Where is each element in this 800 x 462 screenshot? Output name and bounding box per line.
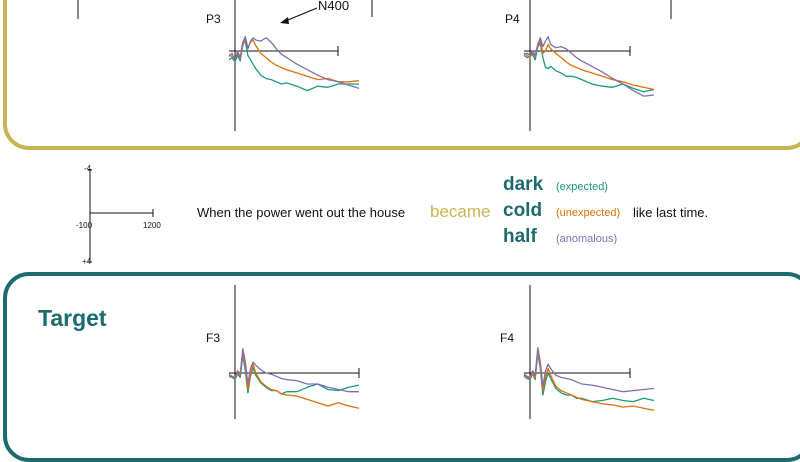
electrode-label-f4: F4	[500, 331, 515, 345]
series-expected-f4	[523, 352, 655, 403]
series-anomalous-f4	[523, 347, 655, 393]
condition-expected: (expected)	[556, 181, 608, 193]
series-anomalous-f3	[228, 348, 359, 393]
erp-plot-p4	[523, 0, 655, 131]
n400-arrowhead	[280, 17, 289, 24]
series-unexpected-p3	[228, 37, 360, 83]
sentence-suffix: like last time.	[633, 205, 709, 220]
condition-anomalous: (anomalous)	[556, 233, 618, 245]
target-panel-title: Target	[38, 305, 107, 331]
electrode-label-p3: P3	[206, 12, 221, 26]
scale-y-top-label: -4	[84, 164, 92, 173]
electrode-label-p4: P4	[505, 12, 520, 26]
series-unexpected-f4	[523, 350, 655, 412]
scale-x-left-label: -100	[76, 221, 93, 230]
series-unexpected-f3	[228, 351, 360, 409]
scale-x-right-label: 1200	[143, 221, 161, 230]
target-word-unexpected: cold	[503, 200, 543, 221]
n400-arrow	[282, 7, 318, 23]
erp-chart	[77, 0, 672, 419]
series-anomalous-p3	[228, 36, 360, 90]
sentence-prefix: When the power went out the house	[197, 205, 406, 220]
top-panel	[3, 0, 800, 150]
target-word-anomalous: half	[503, 226, 537, 247]
erp-plot-p3	[228, 0, 360, 131]
erp-plot-f4	[523, 285, 655, 419]
target-word-expected: dark	[503, 174, 544, 195]
condition-unexpected: (unexpected)	[556, 207, 621, 219]
series-expected-p4	[523, 42, 655, 93]
series-expected-p3	[228, 40, 359, 92]
series-anomalous-p4	[523, 36, 655, 97]
scale-y-bottom-label: +4	[82, 257, 92, 266]
electrode-label-f3: F3	[206, 331, 221, 345]
n400-annotation: N400	[318, 0, 350, 13]
sentence-verb: became	[430, 202, 491, 221]
erp-plot-f3	[228, 285, 360, 419]
